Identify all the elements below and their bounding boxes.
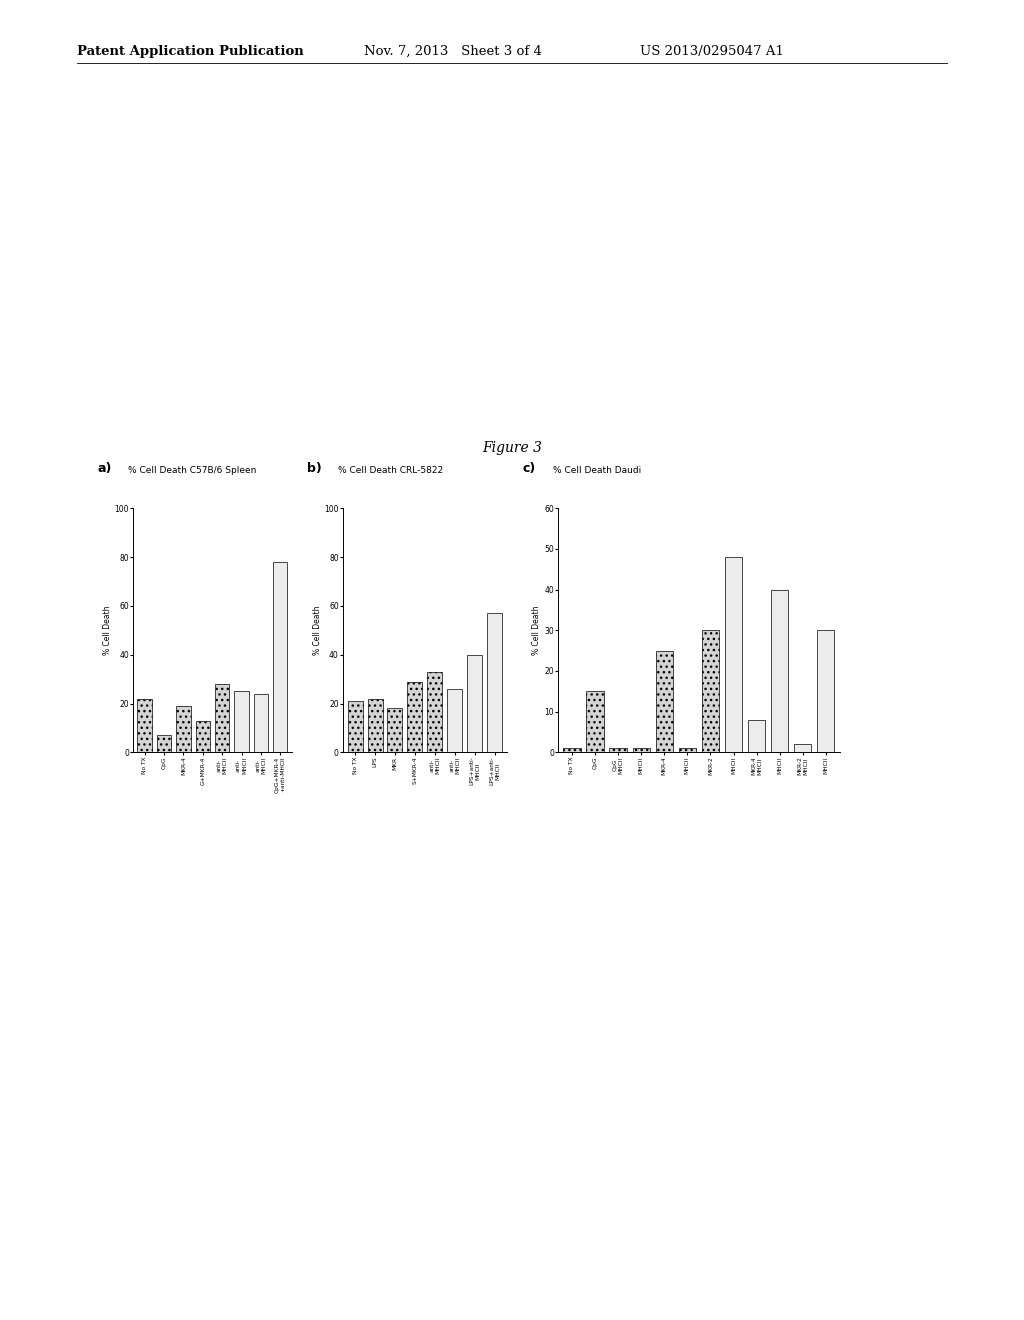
Y-axis label: % Cell Death: % Cell Death [312, 606, 322, 655]
Bar [771, 590, 788, 752]
Bar [447, 689, 463, 752]
Text: c): c) [522, 462, 536, 475]
Bar [487, 614, 503, 752]
Text: US 2013/0295047 A1: US 2013/0295047 A1 [640, 45, 784, 58]
Bar [587, 692, 604, 752]
Text: Figure 3: Figure 3 [482, 441, 542, 455]
Bar [679, 748, 696, 752]
Text: b): b) [307, 462, 322, 475]
Bar [157, 735, 171, 752]
Bar [273, 562, 288, 752]
Bar [176, 706, 190, 752]
Bar [794, 744, 811, 752]
Bar [196, 721, 210, 752]
Text: a): a) [97, 462, 112, 475]
Bar [748, 719, 765, 752]
Bar [655, 651, 673, 752]
Bar [254, 694, 268, 752]
Bar [215, 684, 229, 752]
Text: Patent Application Publication: Patent Application Publication [77, 45, 303, 58]
Bar [427, 672, 442, 752]
Y-axis label: % Cell Death: % Cell Death [532, 606, 542, 655]
Bar [633, 748, 650, 752]
Bar [467, 655, 482, 752]
Bar [347, 701, 362, 752]
Bar [234, 692, 249, 752]
Bar [563, 748, 581, 752]
Bar [387, 709, 402, 752]
Bar [725, 557, 742, 752]
Bar [609, 748, 627, 752]
Text: Nov. 7, 2013   Sheet 3 of 4: Nov. 7, 2013 Sheet 3 of 4 [364, 45, 542, 58]
Y-axis label: % Cell Death: % Cell Death [102, 606, 112, 655]
Text: % Cell Death CRL-5822: % Cell Death CRL-5822 [338, 466, 443, 475]
Bar [408, 681, 423, 752]
Bar [817, 631, 835, 752]
Text: % Cell Death Daudi: % Cell Death Daudi [553, 466, 641, 475]
Bar [137, 698, 152, 752]
Bar [701, 631, 719, 752]
Bar [368, 698, 383, 752]
Text: % Cell Death C57B/6 Spleen: % Cell Death C57B/6 Spleen [128, 466, 256, 475]
